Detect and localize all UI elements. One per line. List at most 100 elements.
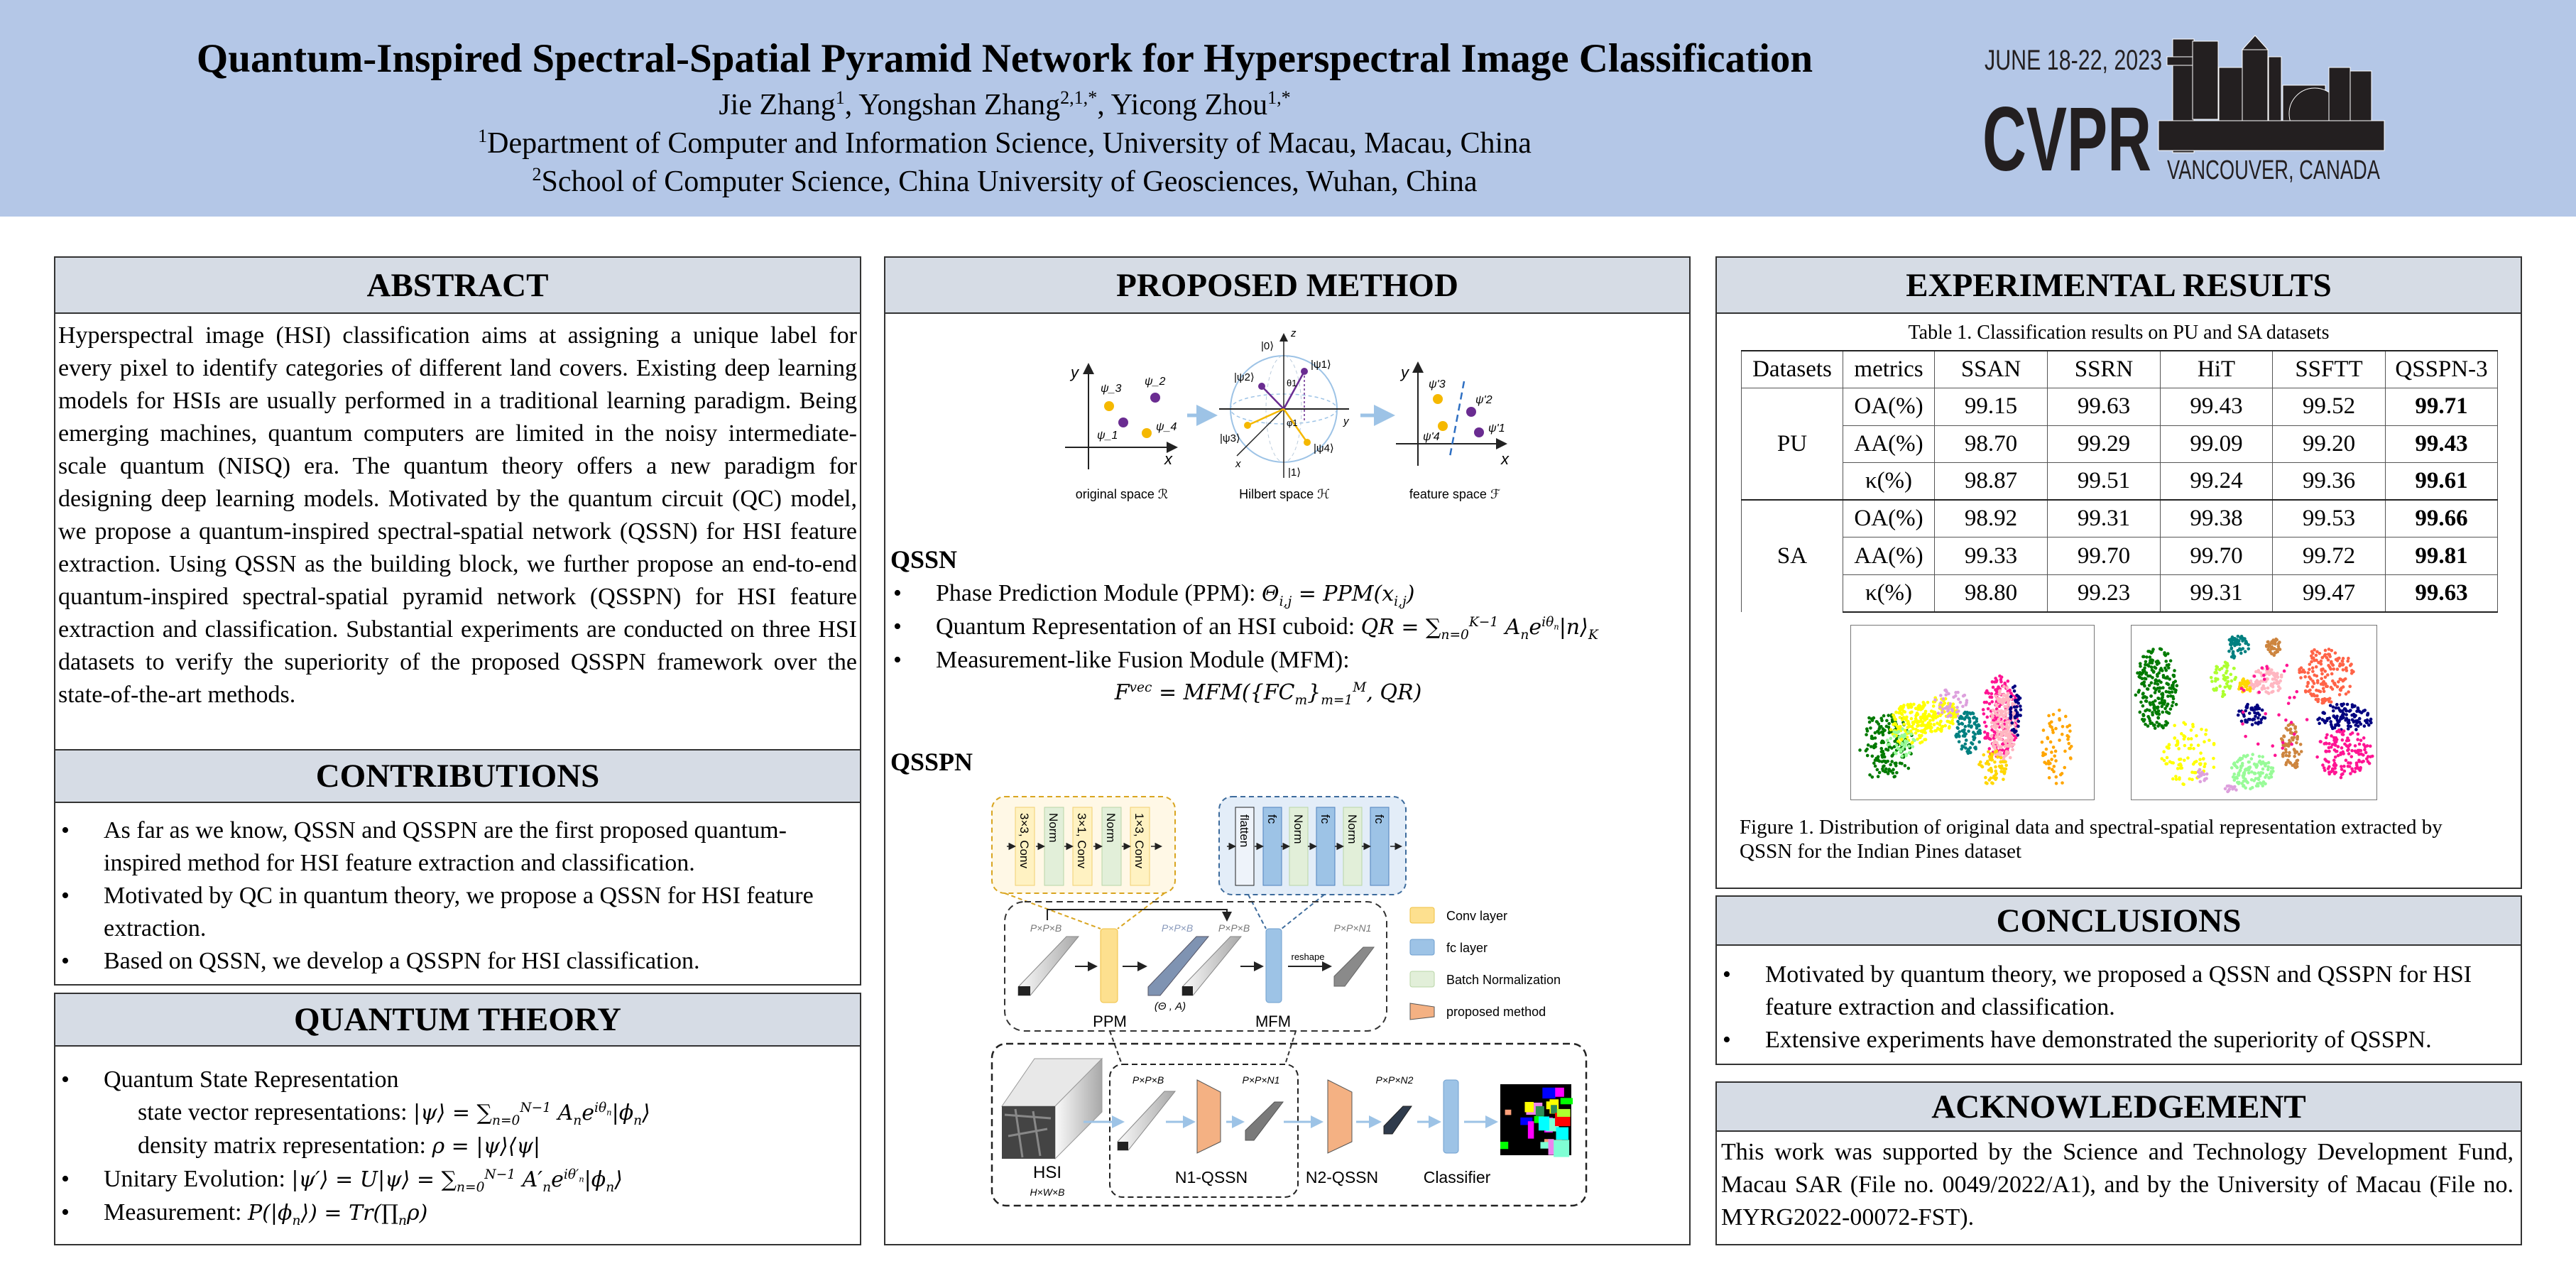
scatter-point bbox=[2000, 720, 2004, 724]
scatter-point bbox=[2210, 680, 2214, 683]
scatter-point bbox=[2016, 694, 2021, 699]
scatter-point bbox=[2327, 648, 2331, 651]
state-vector-formula: |ψ⟩ = ∑n=0N−1 Aneiθn|ϕn⟩ bbox=[413, 1101, 650, 1128]
scatter-point bbox=[2315, 755, 2319, 759]
feature-space-plot: y x ψ'3 ψ'2 ψ'4 ψ'1 feature space ℱ bbox=[1396, 361, 1510, 501]
scatter-point bbox=[2269, 772, 2272, 776]
scatter-point bbox=[1904, 753, 1909, 756]
scatter-point bbox=[2239, 651, 2243, 655]
scatter-point bbox=[2340, 765, 2343, 768]
psi2-label: |ψ2⟩ bbox=[1234, 371, 1255, 383]
scatter-point bbox=[2141, 692, 2145, 695]
scatter-point bbox=[2263, 687, 2266, 690]
scatter-point bbox=[2330, 767, 2335, 771]
scatter-point bbox=[1997, 709, 2000, 713]
scatter-point bbox=[2146, 724, 2150, 728]
scatter-point bbox=[2267, 692, 2271, 695]
scatter-point bbox=[2324, 750, 2328, 753]
scatter-point bbox=[1890, 746, 1894, 750]
scatter-point bbox=[1902, 722, 1906, 726]
scatter-point bbox=[2306, 671, 2310, 675]
scatter-point bbox=[1917, 704, 1921, 707]
scatter-point bbox=[2007, 689, 2012, 692]
caption-feature-space: feature space ℱ bbox=[1409, 487, 1500, 501]
scatter-point bbox=[2149, 665, 2154, 669]
scatter-point bbox=[1994, 776, 1998, 780]
scatter-point bbox=[2342, 707, 2347, 711]
scatter-point bbox=[2325, 684, 2329, 689]
scatter-point bbox=[2161, 686, 2165, 689]
scatter-point bbox=[2173, 736, 2177, 740]
norm-block bbox=[1343, 807, 1363, 886]
scatter-point bbox=[2008, 731, 2012, 735]
scatter-point bbox=[2216, 677, 2220, 681]
scatter-point bbox=[2327, 749, 2331, 753]
qssn-label: Measurement-like Fusion Module (MFM): bbox=[936, 647, 1350, 673]
scatter-point bbox=[1900, 754, 1904, 758]
table-row: κ(%) 98.80 99.23 99.31 99.47 99.63 bbox=[1742, 574, 2498, 613]
map-region bbox=[1505, 1109, 1512, 1115]
scatter-point bbox=[2323, 670, 2327, 673]
qssn-label: Phase Prediction Module (PPM): bbox=[936, 580, 1262, 606]
scatter-point bbox=[2362, 759, 2365, 763]
scatter-point bbox=[2009, 710, 2013, 714]
scatter-point bbox=[2242, 714, 2246, 718]
scatter-point bbox=[2341, 711, 2345, 715]
conclusions-list: Motivated by quantum theory, we proposed… bbox=[1717, 946, 2521, 1057]
scatter-point bbox=[2168, 707, 2173, 711]
quantum-theory-list: Quantum State Representation state vecto… bbox=[55, 1047, 860, 1230]
axis-label-x: x bbox=[1164, 450, 1173, 468]
scatter-point bbox=[2019, 708, 2023, 711]
qssn-item-ppm: Phase Prediction Module (PPM): Θi,j = PP… bbox=[890, 577, 1686, 611]
scatter-point bbox=[2271, 744, 2275, 748]
scatter-point bbox=[2221, 692, 2225, 696]
scatter-point bbox=[2357, 742, 2362, 746]
scatter-point bbox=[2058, 708, 2061, 712]
scatter-point bbox=[2329, 685, 2333, 689]
block-label: fc bbox=[1265, 814, 1279, 824]
scatter-point bbox=[2000, 713, 2004, 717]
scatter-point bbox=[2212, 688, 2216, 692]
map-region bbox=[1551, 1105, 1557, 1114]
scatter-point bbox=[2230, 655, 2234, 659]
scatter-point bbox=[2139, 665, 2142, 668]
logo-location: VANCOUVER, CANADA bbox=[2167, 155, 2380, 185]
qsspn-architecture-figure: 3×3, Conv Norm 3×1, Conv Norm 1×3, Conv flat… bbox=[990, 796, 1588, 1207]
scatter-point bbox=[1982, 753, 1986, 757]
scatter-point bbox=[2336, 745, 2340, 748]
scatter-point bbox=[2009, 694, 2013, 699]
scatter-point bbox=[1933, 712, 1938, 716]
metric-cell: AA(%) bbox=[1843, 425, 1935, 463]
scatter-point bbox=[2254, 721, 2258, 725]
scatter-point bbox=[2060, 732, 2064, 736]
scatter-point bbox=[2354, 763, 2359, 767]
scatter-point bbox=[1968, 746, 1972, 750]
scatter-point bbox=[1868, 773, 1872, 777]
poster-title: Quantum-Inspired Spectral-Spatial Pyrami… bbox=[196, 36, 1813, 81]
scatter-point bbox=[1999, 770, 2003, 773]
scatter-point bbox=[1892, 713, 1895, 717]
scatter-point bbox=[2244, 709, 2248, 713]
scatter-point bbox=[2252, 771, 2256, 775]
scatter-point bbox=[2046, 736, 2050, 741]
column-header: SSFTT bbox=[2272, 350, 2386, 388]
scatter-point bbox=[2151, 658, 2155, 662]
scatter-point bbox=[2180, 732, 2183, 736]
scatter-point bbox=[2162, 758, 2166, 763]
scatter-point bbox=[2323, 653, 2327, 657]
scatter-point bbox=[1906, 740, 1909, 743]
map-region bbox=[1554, 1140, 1570, 1157]
scatter-point bbox=[1995, 704, 1999, 708]
legend-swatch-fc bbox=[1409, 939, 1435, 956]
scatter-point bbox=[2169, 694, 2173, 698]
scatter-point bbox=[2223, 685, 2227, 689]
scatter-point bbox=[2159, 686, 2163, 690]
scatter-point bbox=[2016, 719, 2021, 724]
scatter-point bbox=[2182, 782, 2185, 787]
scatter-point bbox=[2257, 690, 2261, 694]
scatter-point bbox=[2193, 770, 2198, 775]
scatter-point bbox=[1994, 765, 1997, 769]
scatter-point bbox=[2232, 636, 2237, 640]
scatter-point bbox=[2264, 690, 2268, 694]
scatter-point bbox=[1866, 743, 1870, 747]
